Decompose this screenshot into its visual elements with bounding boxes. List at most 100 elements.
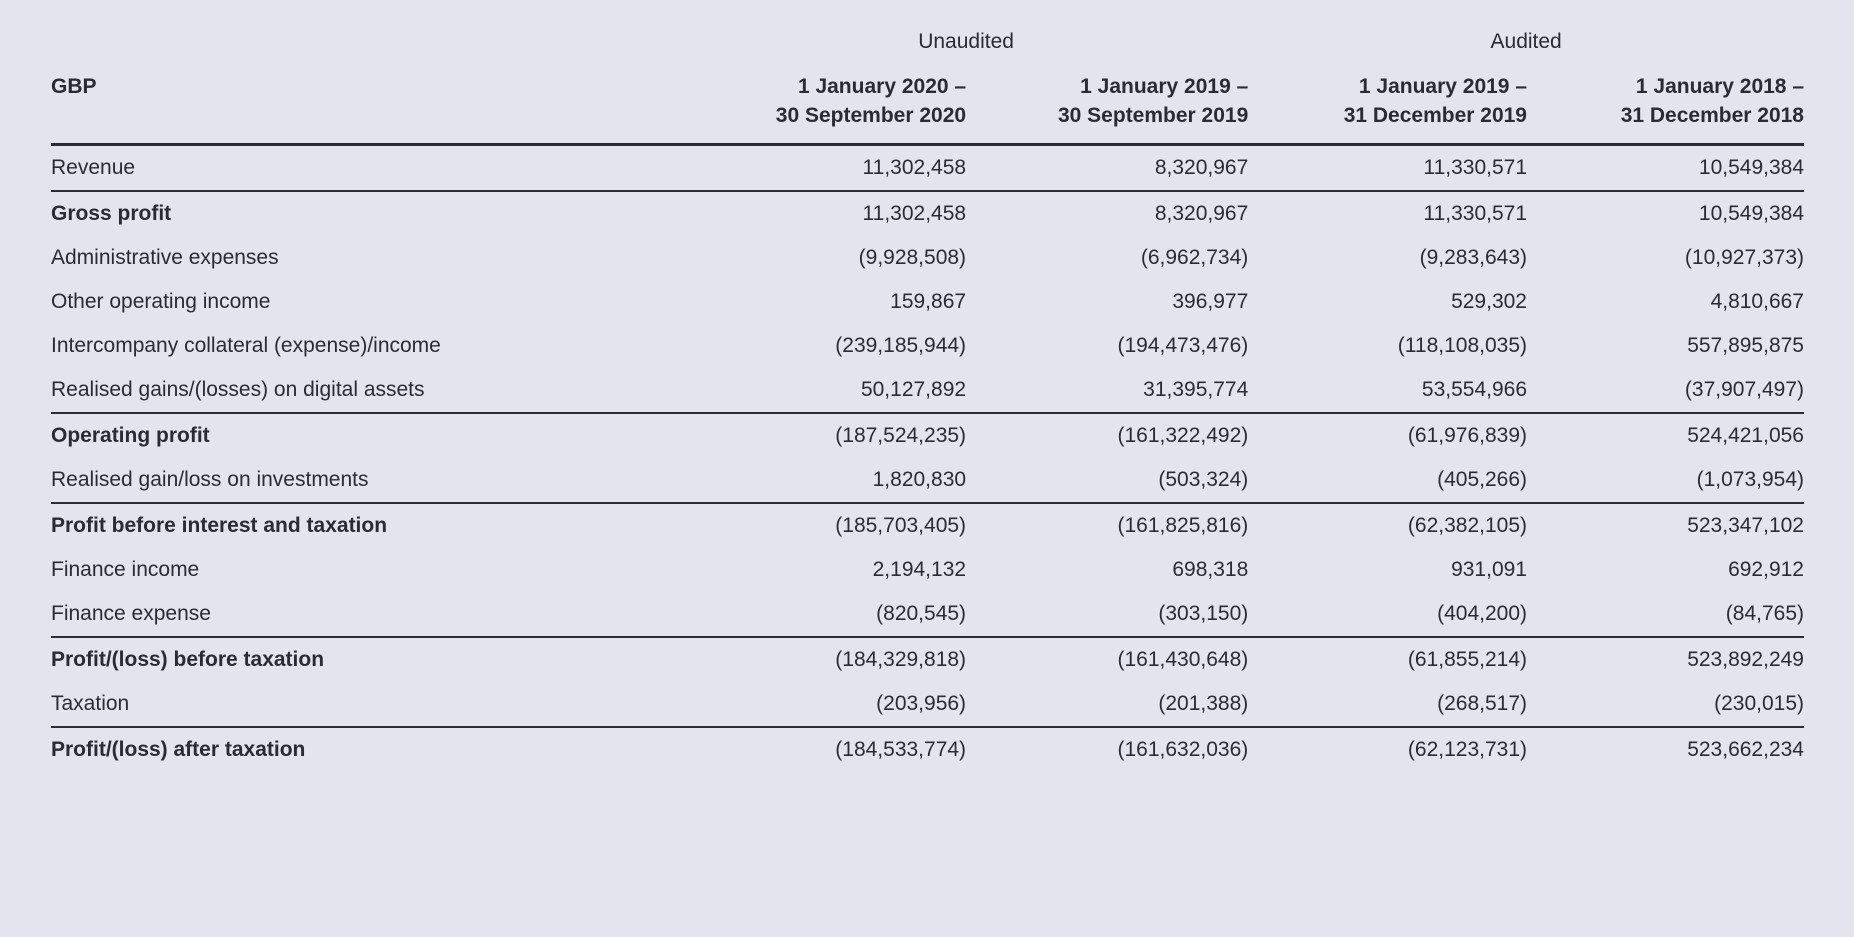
cell-value: (84,765) [1527, 592, 1804, 638]
cell-value: 523,662,234 [1687, 738, 1804, 761]
cell-value: 50,127,892 [683, 368, 967, 414]
cell-value: 1,820,830 [683, 458, 967, 504]
table-row-intercompany-collateral: Intercompany collateral (expense)/income… [51, 324, 1804, 368]
row-label: Profit before interest and taxation [51, 514, 388, 537]
column-header-row: GBP 1 January 2020 – 30 September 2020 1… [51, 54, 1804, 146]
cell-value: (161,632,036) [1117, 738, 1249, 761]
column-header-line2: 31 December 2019 [1343, 104, 1527, 127]
cell-value: (61,855,214) [1407, 648, 1527, 671]
row-label: Profit/(loss) after taxation [51, 738, 306, 761]
cell-value: (184,533,774) [835, 738, 967, 761]
cell-value: (62,123,731) [1407, 738, 1527, 761]
financial-statement-sheet: Unaudited Audited GBP 1 January 2020 – 3… [51, 0, 1804, 772]
column-header-line2: 30 September 2020 [775, 104, 967, 127]
cell-value: (184,329,818) [835, 648, 967, 671]
table-row-revenue: Revenue 11,302,458 8,320,967 11,330,571 … [51, 144, 1804, 192]
table-row-realised-gains-digital-assets: Realised gains/(losses) on digital asset… [51, 368, 1804, 414]
row-label: Revenue [51, 144, 684, 192]
cell-value: 159,867 [890, 290, 967, 313]
cell-value: (161,430,648) [1117, 648, 1249, 671]
cell-value: 11,330,571 [1248, 144, 1527, 192]
income-statement-table: Unaudited Audited GBP 1 January 2020 – 3… [51, 0, 1804, 772]
audit-status-row: Unaudited Audited [51, 0, 1804, 54]
table-row-taxation: Taxation (203,956) (201,388) (268,517) (… [51, 682, 1804, 728]
cell-value: (9,283,643) [1419, 246, 1527, 269]
cell-value: (6,962,734) [1140, 246, 1249, 269]
table-row-profit-loss-before-taxation: Profit/(loss) before taxation (184,329,8… [51, 637, 1804, 682]
table-row-other-operating-income: Other operating income 159,867 396,977 5… [51, 280, 1804, 324]
row-label: Taxation [51, 682, 684, 728]
cell-value: (187,524,235) [835, 424, 967, 447]
table-row-operating-profit: Operating profit (187,524,235) (161,322,… [51, 413, 1804, 458]
column-header-period-4: 1 January 2018 – 31 December 2018 [1527, 54, 1804, 146]
cell-value: (203,956) [683, 682, 967, 728]
cell-value: 31,395,774 [966, 368, 1249, 414]
table-row-administrative-expenses: Administrative expenses (9,928,508) (6,9… [51, 236, 1804, 280]
cell-value: (268,517) [1248, 682, 1527, 728]
group-header-unaudited: Unaudited [918, 30, 1014, 53]
table-row-profit-loss-after-taxation: Profit/(loss) after taxation (184,533,77… [51, 727, 1804, 772]
currency-label: GBP [51, 54, 684, 146]
cell-value: (404,200) [1248, 592, 1527, 638]
cell-value: (239,185,944) [835, 334, 967, 357]
column-header-line2: 31 December 2018 [1620, 104, 1804, 127]
cell-value: (185,703,405) [835, 514, 967, 537]
row-label: Realised gain/loss on investments [51, 458, 684, 504]
cell-value: 529,302 [1451, 290, 1527, 313]
table-row-profit-before-interest-taxation: Profit before interest and taxation (185… [51, 503, 1804, 548]
table-row-finance-income: Finance income 2,194,132 698,318 931,091… [51, 548, 1804, 592]
cell-value: 10,549,384 [1527, 144, 1804, 192]
cell-value: (118,108,035) [1397, 334, 1527, 357]
row-label: Finance expense [51, 592, 684, 638]
row-label: Realised gains/(losses) on digital asset… [51, 368, 684, 414]
group-header-spacer [51, 0, 684, 54]
cell-value: (230,015) [1527, 682, 1804, 728]
cell-value: 10,549,384 [1698, 202, 1804, 225]
table-row-realised-gain-loss-investments: Realised gain/loss on investments 1,820,… [51, 458, 1804, 504]
cell-value: (10,927,373) [1684, 246, 1804, 269]
column-header-line2: 30 September 2019 [1057, 104, 1249, 127]
column-header-line1: 1 January 2019 – [1080, 75, 1249, 98]
row-label: Administrative expenses [51, 246, 279, 269]
column-header-line1: 1 January 2020 – [797, 75, 967, 98]
cell-value: (503,324) [966, 458, 1249, 504]
column-header-line1: 1 January 2019 – [1358, 75, 1527, 98]
cell-value: 698,318 [1172, 558, 1249, 581]
cell-value: (62,382,105) [1407, 514, 1527, 537]
cell-value: (37,907,497) [1527, 368, 1804, 414]
cell-value: 4,810,667 [1710, 290, 1804, 313]
row-label: Gross profit [51, 202, 172, 225]
cell-value: 557,895,875 [1687, 334, 1804, 357]
row-label: Finance income [51, 558, 200, 581]
cell-value: (1,073,954) [1527, 458, 1804, 504]
table-row-gross-profit: Gross profit 11,302,458 8,320,967 11,330… [51, 191, 1804, 236]
table-row-finance-expense: Finance expense (820,545) (303,150) (404… [51, 592, 1804, 638]
cell-value: 692,912 [1728, 558, 1804, 581]
cell-value: (61,976,839) [1407, 424, 1527, 447]
cell-value: 53,554,966 [1248, 368, 1527, 414]
cell-value: 523,347,102 [1687, 514, 1804, 537]
column-header-line1: 1 January 2018 – [1635, 75, 1804, 98]
cell-value: 396,977 [1172, 290, 1249, 313]
row-label: Profit/(loss) before taxation [51, 648, 325, 671]
column-header-period-1: 1 January 2020 – 30 September 2020 [683, 54, 967, 146]
cell-value: 931,091 [1451, 558, 1527, 581]
cell-value: (194,473,476) [1117, 334, 1249, 357]
cell-value: (820,545) [683, 592, 967, 638]
cell-value: (405,266) [1248, 458, 1527, 504]
cell-value: 11,302,458 [862, 202, 967, 225]
row-label: Other operating income [51, 290, 271, 313]
row-label: Intercompany collateral (expense)/income [51, 334, 441, 357]
cell-value: 8,320,967 [1154, 202, 1249, 225]
cell-value: 2,194,132 [872, 558, 967, 581]
cell-value: 11,330,571 [1423, 202, 1527, 225]
cell-value: 524,421,056 [1687, 424, 1804, 447]
group-header-audited: Audited [1490, 30, 1562, 53]
cell-value: 11,302,458 [683, 144, 967, 192]
cell-value: (201,388) [966, 682, 1249, 728]
cell-value: (303,150) [966, 592, 1249, 638]
cell-value: 523,892,249 [1687, 648, 1804, 671]
column-header-period-3: 1 January 2019 – 31 December 2019 [1248, 54, 1527, 146]
cell-value: (9,928,508) [858, 246, 967, 269]
cell-value: 8,320,967 [966, 144, 1249, 192]
